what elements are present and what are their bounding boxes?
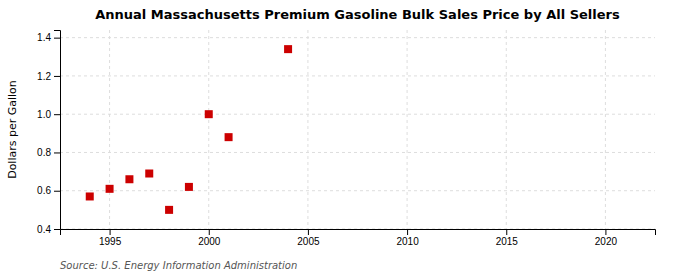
point bbox=[205, 110, 213, 118]
grid-line-x bbox=[109, 30, 110, 229]
x-tick-mark bbox=[605, 229, 606, 235]
y-tick-label: 1.2 bbox=[37, 71, 51, 82]
grid bbox=[60, 30, 655, 229]
x-tick-mark bbox=[209, 229, 210, 235]
grid-line-y bbox=[60, 75, 655, 76]
x-tick: 2010 bbox=[396, 229, 419, 247]
y-axis: 0.4 0.6 0.8 1.0 1.2 1.4 bbox=[37, 31, 60, 235]
y-axis-line bbox=[54, 31, 61, 230]
x-tick-label: 1995 bbox=[99, 236, 122, 247]
point bbox=[165, 206, 173, 214]
point bbox=[185, 183, 193, 191]
grid-line-x bbox=[307, 30, 308, 229]
grid-line-x bbox=[407, 30, 408, 229]
x-axis: 1995 2000 2005 2010 2015 2020 bbox=[61, 229, 656, 247]
y-tick-label: 0.4 bbox=[37, 224, 51, 235]
y-tick-label: 0.8 bbox=[37, 147, 51, 158]
y-tick: 1.4 bbox=[37, 32, 60, 43]
y-tick: 0.4 bbox=[37, 224, 60, 235]
y-tick-mark bbox=[54, 76, 60, 77]
y-tick: 1.2 bbox=[37, 71, 60, 82]
x-tick-label: 2010 bbox=[396, 236, 419, 247]
y-tick-label: 1.0 bbox=[37, 109, 51, 120]
title: Annual Massachusetts Premium Gasoline Bu… bbox=[95, 7, 620, 22]
y-tick-label: 0.6 bbox=[37, 185, 51, 196]
point bbox=[125, 175, 133, 183]
y-tick: 0.8 bbox=[37, 147, 60, 158]
grid-line-y bbox=[60, 37, 655, 38]
point bbox=[106, 185, 114, 193]
x-tick-label: 2020 bbox=[595, 236, 618, 247]
x-tick: 2020 bbox=[595, 229, 618, 247]
y-tick: 1.0 bbox=[37, 109, 60, 120]
grid-line-x bbox=[605, 30, 606, 229]
chart: 1995 2000 2005 2010 2015 2020 0.4 0.6 0.8 1.0 1.2 1… bbox=[0, 0, 675, 275]
point bbox=[86, 192, 94, 200]
y-tick-mark bbox=[54, 152, 60, 153]
x-tick-mark bbox=[407, 229, 408, 235]
grid-line-y bbox=[60, 190, 655, 191]
x-tick: 1995 bbox=[99, 229, 122, 247]
points bbox=[86, 45, 292, 214]
x-tick-mark bbox=[110, 229, 111, 235]
plot: 1995 2000 2005 2010 2015 2020 0.4 0.6 0.8 1.0 1.2 1… bbox=[37, 30, 655, 247]
y-tick: 0.6 bbox=[37, 185, 60, 196]
y-tick-mark bbox=[54, 38, 60, 39]
x-tick-mark bbox=[308, 229, 309, 235]
y-tick-mark bbox=[54, 229, 60, 230]
x-axis-line bbox=[61, 230, 656, 236]
point bbox=[225, 133, 233, 141]
x-tick-label: 2000 bbox=[198, 236, 221, 247]
x-tick-mark bbox=[506, 229, 507, 235]
source-note: Source: U.S. Energy Information Administ… bbox=[60, 260, 297, 271]
grid-line-x bbox=[506, 30, 507, 229]
y-tick-mark bbox=[54, 114, 60, 115]
y-axis-title: Dollars per Gallon bbox=[6, 80, 19, 179]
point bbox=[284, 45, 292, 53]
x-tick-label: 2015 bbox=[496, 236, 519, 247]
x-tick: 2005 bbox=[297, 229, 320, 247]
grid-line-x bbox=[208, 30, 209, 229]
grid-line-y bbox=[60, 114, 655, 115]
y-tick-label: 1.4 bbox=[37, 32, 51, 43]
x-tick-label: 2005 bbox=[297, 236, 320, 247]
x-tick: 2000 bbox=[198, 229, 221, 247]
grid-line-y bbox=[60, 152, 655, 153]
point bbox=[145, 170, 153, 178]
x-tick: 2015 bbox=[496, 229, 519, 247]
y-tick-mark bbox=[54, 191, 60, 192]
